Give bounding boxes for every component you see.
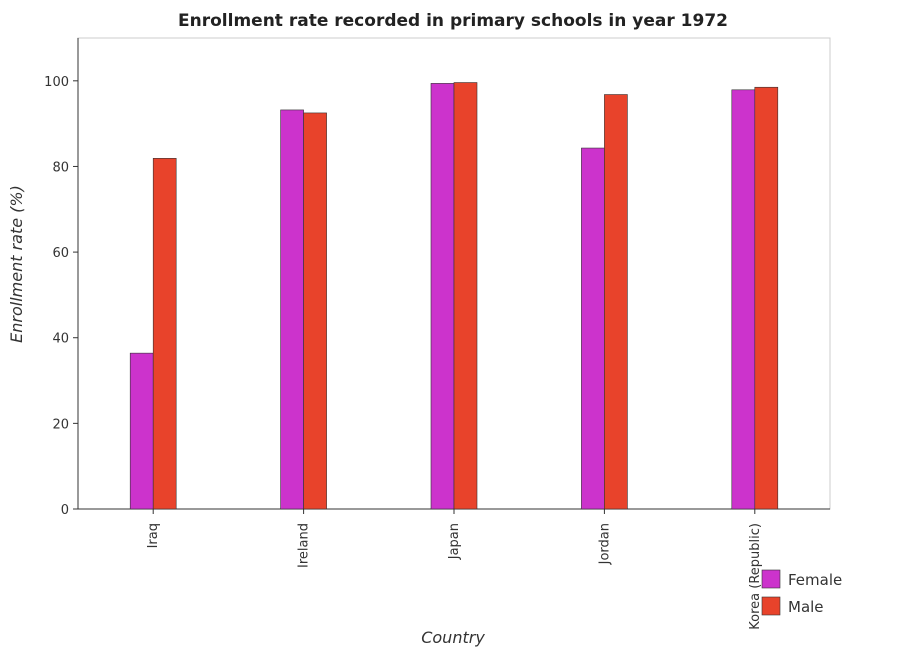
- plot-area: 0 20 40 60 80 100 Iraq Ireland Japan Jordan Korea …: [44, 37, 831, 630]
- bar-female: [129, 352, 154, 510]
- x-tick-label: Iraq: [146, 523, 161, 548]
- legend-swatch-female: [761, 569, 781, 589]
- y-axis-label: Enrollment rate (%): [7, 185, 26, 343]
- bar-male: [754, 86, 779, 510]
- bar-male: [303, 112, 327, 510]
- bar-female: [581, 147, 605, 510]
- x-tick-label: Jordan: [597, 523, 612, 565]
- y-tick-label: 0: [61, 503, 69, 518]
- y-tick-label: 60: [52, 246, 69, 261]
- x-tick-label: Korea (Republic): [748, 523, 763, 630]
- y-tick-label: 40: [52, 332, 69, 347]
- x-tick-label: Ireland: [297, 523, 312, 568]
- y-tick-label: 80: [52, 160, 69, 175]
- y-tick-label: 20: [52, 417, 69, 432]
- legend-swatch-male: [761, 596, 781, 616]
- legend-label-female: Female: [788, 571, 842, 589]
- x-tick-label: Japan: [447, 523, 462, 560]
- bar-female: [731, 89, 756, 510]
- bar-female: [280, 109, 304, 510]
- legend-label-male: Male: [788, 598, 824, 616]
- chart-title: Enrollment rate recorded in primary scho…: [178, 11, 728, 31]
- bar-female: [430, 83, 455, 510]
- bar-male: [152, 158, 177, 510]
- x-axis-label: Country: [421, 628, 485, 647]
- y-tick-label: 100: [44, 75, 69, 90]
- legend: Female Male: [761, 569, 842, 616]
- bar-male: [604, 94, 628, 510]
- bar-male: [453, 82, 478, 510]
